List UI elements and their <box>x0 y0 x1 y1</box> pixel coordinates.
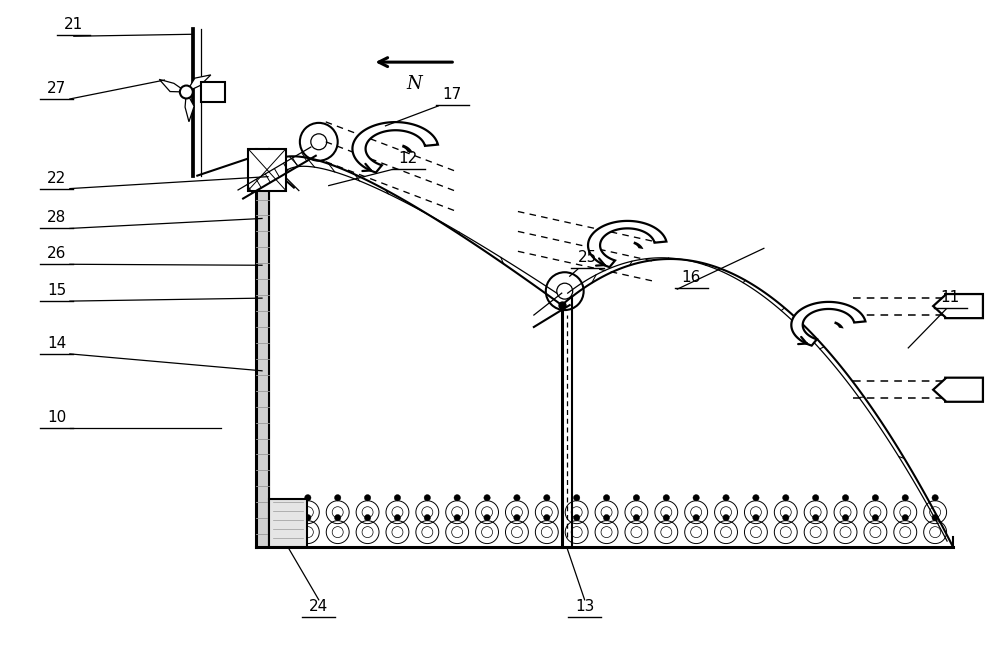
Circle shape <box>484 494 490 501</box>
Text: 28: 28 <box>47 210 67 225</box>
Text: N: N <box>406 75 422 93</box>
Circle shape <box>454 515 460 521</box>
Polygon shape <box>185 92 194 121</box>
Polygon shape <box>352 122 438 172</box>
Circle shape <box>932 494 938 501</box>
Circle shape <box>454 494 460 501</box>
Circle shape <box>902 515 908 521</box>
Text: 14: 14 <box>47 336 67 351</box>
Polygon shape <box>791 302 865 345</box>
Circle shape <box>394 494 401 501</box>
Circle shape <box>663 494 669 501</box>
Bar <box>269 500 307 547</box>
Text: 21: 21 <box>64 17 83 32</box>
Circle shape <box>723 515 729 521</box>
Text: 13: 13 <box>575 599 594 614</box>
Polygon shape <box>933 294 983 318</box>
Circle shape <box>753 515 759 521</box>
Polygon shape <box>186 75 211 92</box>
Text: 22: 22 <box>47 170 67 185</box>
Circle shape <box>663 515 669 521</box>
Circle shape <box>842 515 849 521</box>
Text: 11: 11 <box>940 290 960 305</box>
Circle shape <box>633 515 640 521</box>
Circle shape <box>603 515 610 521</box>
Circle shape <box>180 86 193 99</box>
Circle shape <box>544 515 550 521</box>
Circle shape <box>394 515 401 521</box>
Circle shape <box>573 515 580 521</box>
Polygon shape <box>402 144 413 153</box>
Circle shape <box>364 515 371 521</box>
Text: 26: 26 <box>47 246 67 261</box>
Circle shape <box>603 494 610 501</box>
Text: 24: 24 <box>309 599 328 614</box>
Text: 16: 16 <box>681 270 701 285</box>
Circle shape <box>335 515 341 521</box>
Circle shape <box>872 494 879 501</box>
Polygon shape <box>834 321 844 328</box>
Text: 10: 10 <box>47 409 67 424</box>
Circle shape <box>723 494 729 501</box>
Circle shape <box>514 494 520 501</box>
Circle shape <box>424 515 430 521</box>
Text: 15: 15 <box>47 283 67 298</box>
Circle shape <box>424 494 430 501</box>
Circle shape <box>753 494 759 501</box>
Circle shape <box>364 494 371 501</box>
Circle shape <box>902 494 908 501</box>
Text: 17: 17 <box>443 87 462 102</box>
Circle shape <box>812 494 819 501</box>
Polygon shape <box>159 80 186 92</box>
Circle shape <box>693 515 699 521</box>
Circle shape <box>335 494 341 501</box>
Text: 25: 25 <box>578 250 597 265</box>
Polygon shape <box>933 377 983 402</box>
Circle shape <box>573 494 580 501</box>
Circle shape <box>305 494 311 501</box>
Circle shape <box>783 494 789 501</box>
Circle shape <box>932 515 938 521</box>
Circle shape <box>842 494 849 501</box>
Circle shape <box>783 515 789 521</box>
Polygon shape <box>588 221 666 267</box>
Circle shape <box>544 494 550 501</box>
Text: 27: 27 <box>47 81 67 96</box>
Circle shape <box>484 515 490 521</box>
Circle shape <box>693 494 699 501</box>
Bar <box>248 149 286 191</box>
Circle shape <box>305 515 311 521</box>
Circle shape <box>633 494 640 501</box>
Circle shape <box>514 515 520 521</box>
Circle shape <box>872 515 879 521</box>
Circle shape <box>812 515 819 521</box>
Polygon shape <box>633 242 643 249</box>
Text: 12: 12 <box>399 151 418 166</box>
Bar <box>201 82 225 102</box>
